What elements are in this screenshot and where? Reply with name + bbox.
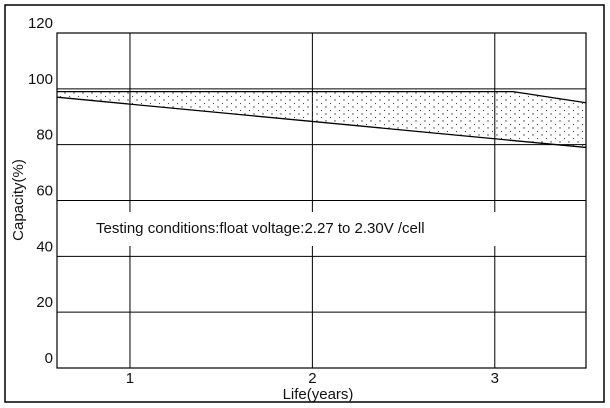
series-line — [57, 90, 587, 104]
series-line — [56, 96, 587, 149]
y-tick-label: 40 — [36, 238, 53, 255]
y-tick-label: 20 — [36, 294, 53, 311]
shaded-band — [57, 91, 586, 148]
x-tick-label: 3 — [491, 370, 499, 387]
y-tick-label: 0 — [45, 350, 53, 367]
annotation-bg — [80, 212, 570, 246]
y-tick-label: 80 — [36, 127, 53, 144]
frame — [4, 4, 605, 403]
y-tick-label: 100 — [28, 71, 53, 88]
y-tick-label: 60 — [36, 182, 53, 199]
y-axis-label: Capacity(%) — [10, 159, 27, 241]
x-tick-label: 2 — [308, 370, 316, 387]
x-tick-label: 1 — [126, 370, 134, 387]
annotation: Testing conditions:float voltage:2.27 to… — [96, 220, 425, 237]
x-axis-label: Life(years) — [283, 386, 354, 403]
y-tick-label: 120 — [28, 15, 53, 32]
